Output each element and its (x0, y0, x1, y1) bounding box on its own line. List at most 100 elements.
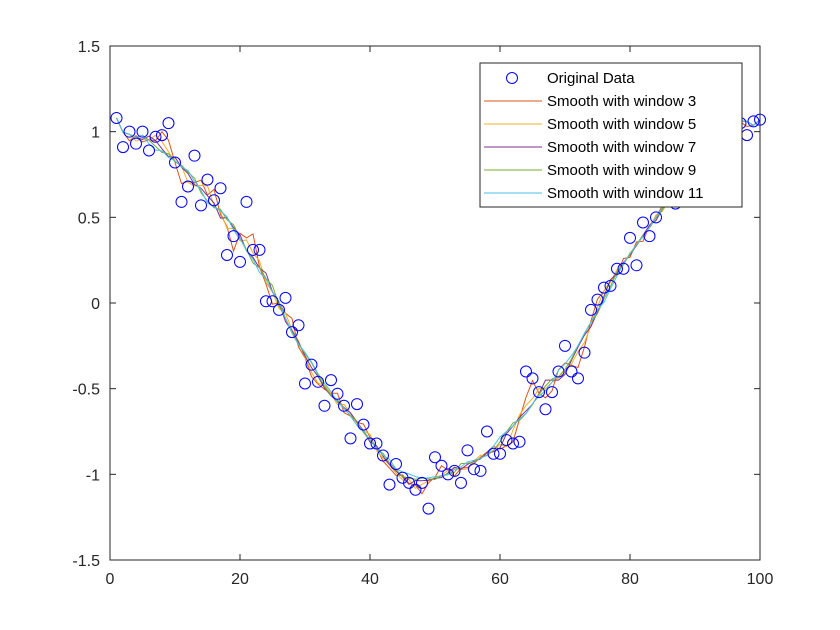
data-point (117, 141, 129, 154)
data-point (357, 418, 370, 431)
data-point (409, 483, 422, 496)
data-point (546, 386, 558, 399)
data-point (455, 476, 467, 489)
y-tick-label: 1.5 (78, 39, 100, 56)
y-tick-label: -1 (86, 467, 100, 484)
data-point (188, 149, 201, 162)
data-point (247, 243, 259, 256)
data-point (624, 231, 636, 244)
data-point (227, 230, 240, 243)
data-point (136, 125, 149, 138)
data-point (253, 243, 266, 256)
data-point (260, 295, 272, 308)
x-tick-label: 60 (491, 571, 509, 588)
data-point (214, 182, 227, 195)
data-point (234, 255, 246, 268)
data-point (305, 358, 318, 371)
data-point (604, 279, 617, 292)
x-tick-label: 80 (621, 571, 639, 588)
data-point (461, 444, 474, 457)
axes-layer: 0 20 40 60 80 100 -1.5 -1 -0.5 0 0.5 1 1.5 (72, 39, 773, 588)
data-point (331, 387, 344, 400)
data-point (240, 195, 253, 208)
data-point (156, 129, 168, 142)
data-point (208, 194, 220, 207)
data-point (500, 434, 513, 447)
data-point (266, 295, 279, 308)
data-point (403, 476, 415, 489)
data-point (468, 463, 480, 476)
data-point (747, 115, 760, 128)
data-point (312, 375, 324, 388)
data-point (299, 377, 311, 390)
legend-label-window-7: Smooth with window 7 (547, 139, 696, 156)
x-tick-label: 0 (106, 571, 115, 588)
y-tick-label: -0.5 (72, 382, 100, 399)
data-point (442, 468, 454, 481)
data-point (201, 173, 214, 186)
data-point (390, 458, 402, 471)
data-point (351, 398, 363, 411)
data-point (429, 451, 441, 464)
data-point (416, 476, 428, 489)
data-point (377, 449, 389, 462)
data-point (448, 464, 461, 477)
data-point (273, 303, 285, 316)
data-point (123, 125, 136, 138)
data-point (338, 399, 350, 412)
y-tick-label: 0 (91, 296, 100, 313)
data-point (435, 459, 448, 472)
data-point (617, 262, 630, 275)
legend-label-window-3: Smooth with window 3 (547, 93, 696, 110)
x-tick-label: 20 (231, 571, 249, 588)
data-point (494, 447, 506, 460)
data-point (286, 326, 298, 339)
data-point (221, 249, 233, 262)
data-point (143, 144, 155, 157)
data-point (279, 291, 292, 304)
data-point (383, 478, 396, 491)
data-point (169, 156, 181, 169)
data-point (526, 372, 539, 385)
data-point (559, 339, 571, 352)
data-point (162, 117, 175, 130)
data-point (533, 386, 545, 399)
data-point (364, 437, 376, 450)
data-point (195, 199, 207, 212)
data-point (487, 447, 500, 460)
legend-marker-original (506, 72, 518, 84)
data-point (325, 374, 337, 387)
data-point (643, 230, 656, 243)
data-point (630, 259, 643, 272)
data-point (611, 262, 623, 275)
legend-label-window-5: Smooth with window 5 (547, 116, 696, 133)
data-point (598, 281, 610, 294)
data-point (422, 502, 435, 515)
x-tick-label: 100 (747, 571, 774, 588)
data-point (370, 437, 383, 450)
data-point (520, 365, 532, 378)
data-point (130, 137, 142, 150)
data-point (149, 130, 162, 143)
legend-label-original: Original Data (547, 70, 635, 87)
data-point (585, 303, 597, 316)
data-point (650, 211, 662, 224)
legend-label-window-11: Smooth with window 11 (547, 185, 703, 202)
data-point (552, 365, 565, 378)
legend: Original Data Smooth with window 3 Smooth … (479, 62, 743, 208)
y-tick-label: 0.5 (78, 210, 100, 227)
data-point (539, 403, 552, 416)
data-point (344, 432, 357, 445)
data-point (572, 372, 584, 385)
data-point (318, 399, 331, 412)
data-point (182, 180, 194, 193)
data-point (507, 437, 519, 450)
data-point (175, 195, 188, 208)
x-tick-label: 40 (361, 571, 379, 588)
data-point (474, 464, 487, 477)
data-point (110, 111, 123, 124)
legend-box (479, 62, 743, 208)
y-tick-label: -1.5 (72, 553, 100, 570)
legend-label-window-9: Smooth with window 9 (547, 162, 696, 179)
